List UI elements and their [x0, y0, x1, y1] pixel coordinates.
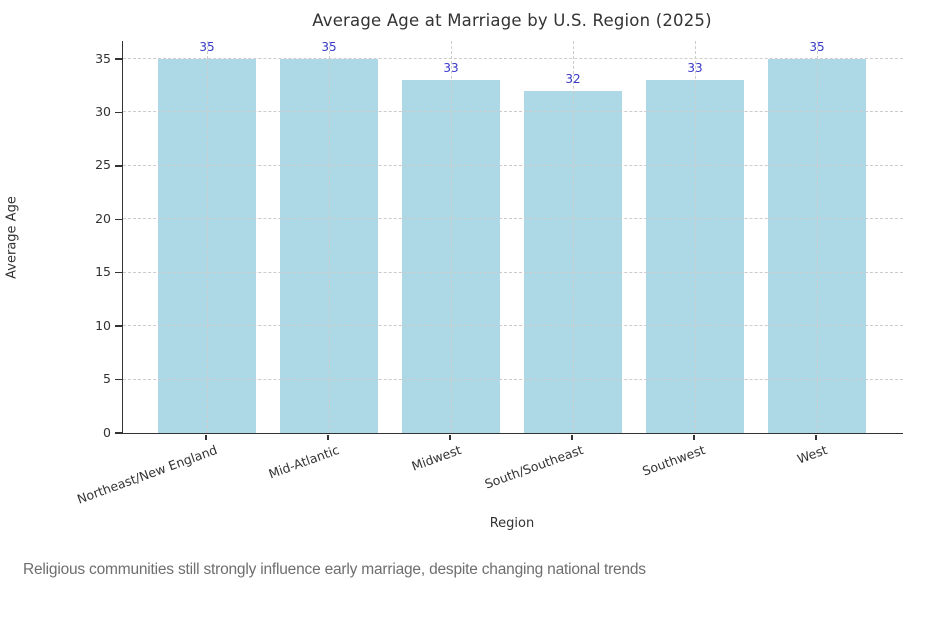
gridline-horizontal — [123, 325, 903, 327]
y-tick-label: 20 — [95, 210, 111, 226]
y-tick-label: 5 — [103, 371, 111, 387]
y-axis-label: Average Age — [4, 196, 20, 279]
gridline-vertical — [573, 41, 574, 433]
y-tick-label: 15 — [95, 264, 111, 280]
bar-value-label: 35 — [199, 40, 215, 54]
gridline-horizontal — [123, 111, 903, 113]
bar-value-label: 33 — [687, 61, 703, 76]
gridline-horizontal — [123, 271, 903, 273]
y-tick-mark — [115, 432, 122, 434]
x-tick-mark — [327, 435, 329, 440]
y-tick-mark — [115, 378, 122, 381]
y-tick-mark — [115, 325, 122, 327]
x-tick-mark — [693, 435, 695, 440]
chart-caption: Religious communities still strongly inf… — [23, 561, 646, 578]
chart-title: Average Age at Marriage by U.S. Region (… — [312, 11, 712, 30]
x-tick-mark — [571, 435, 573, 440]
gridline-horizontal — [123, 164, 903, 166]
gridline-vertical — [451, 41, 452, 433]
gridline-vertical — [817, 41, 818, 433]
bar-value-label: 32 — [565, 72, 581, 87]
bar-value-label: 35 — [809, 40, 825, 54]
y-tick-label: 35 — [95, 50, 111, 66]
x-tick-mark — [449, 435, 451, 440]
y-tick-mark — [115, 218, 122, 220]
gridline-horizontal — [123, 378, 903, 380]
x-tick-mark — [815, 435, 817, 440]
gridline-horizontal — [123, 58, 903, 59]
gridline-vertical — [695, 41, 696, 433]
plot-area: 35 35 33 32 33 35 — [122, 40, 903, 434]
y-tick-mark — [115, 58, 122, 60]
gridline-vertical — [207, 41, 208, 433]
y-tick-label: 0 — [103, 424, 111, 440]
y-tick-label: 10 — [95, 317, 111, 333]
gridline-horizontal — [123, 218, 903, 220]
y-tick-label: 25 — [95, 157, 111, 173]
bar-value-label: 33 — [443, 61, 459, 76]
x-axis-label: Region — [489, 516, 535, 531]
x-tick-mark — [205, 435, 207, 440]
y-tick-mark — [115, 111, 122, 114]
y-tick-mark — [115, 272, 122, 274]
bar-value-label: 35 — [321, 40, 337, 54]
y-tick-mark — [115, 165, 122, 167]
y-tick-label: 30 — [95, 103, 111, 119]
gridline-vertical — [329, 41, 330, 433]
